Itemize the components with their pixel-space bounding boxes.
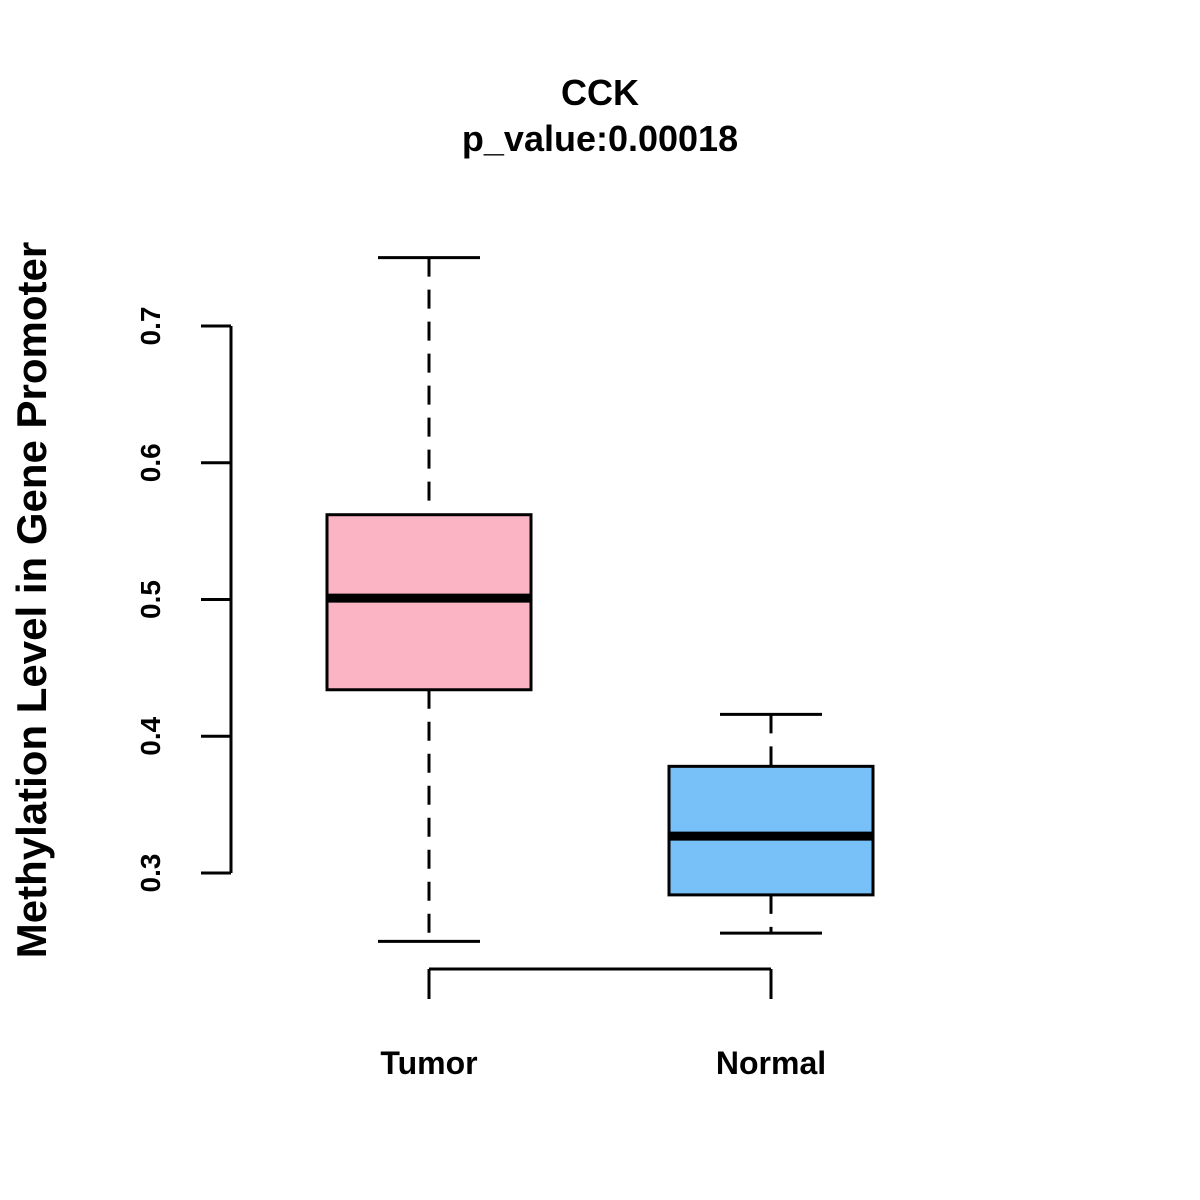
y-axis-label: Methylation Level in Gene Promoter bbox=[8, 242, 55, 958]
x-category-label: Tumor bbox=[380, 1045, 477, 1081]
box-tumor bbox=[325, 256, 533, 943]
y-tick-label: 0.5 bbox=[135, 580, 166, 619]
box-normal bbox=[667, 712, 875, 935]
x-axis: Tumor Normal bbox=[380, 967, 826, 1081]
x-category-label: Normal bbox=[716, 1045, 826, 1081]
chart-subtitle: p_value:0.00018 bbox=[462, 118, 738, 159]
y-tick-label: 0.7 bbox=[135, 307, 166, 346]
chart-title: CCK bbox=[561, 72, 639, 113]
y-tick-label: 0.3 bbox=[135, 854, 166, 893]
box-group bbox=[325, 256, 875, 943]
y-axis: 0.3 0.4 0.5 0.6 0.7 bbox=[135, 307, 233, 893]
y-tick-label: 0.4 bbox=[135, 716, 166, 755]
box-iqr bbox=[667, 764, 875, 897]
y-tick-label: 0.6 bbox=[135, 443, 166, 482]
